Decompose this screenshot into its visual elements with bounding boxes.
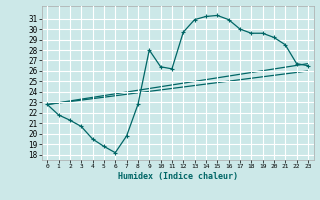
X-axis label: Humidex (Indice chaleur): Humidex (Indice chaleur) [118,172,237,181]
